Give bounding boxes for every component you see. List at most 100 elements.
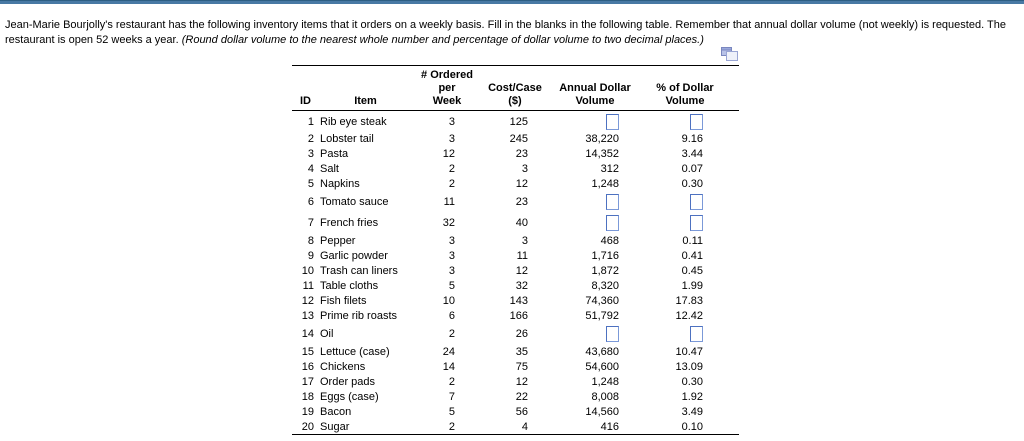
annual-dollar-volume: 1,872 (591, 265, 619, 277)
pct-dollar-volume-cell (647, 324, 739, 345)
annual-dollar-volume: 468 (600, 235, 619, 247)
table-row: 11 Table cloths 5 32 8,320 1.99 (292, 279, 739, 294)
item-name: Prime rib roasts (320, 310, 398, 322)
pct-dollar-volume: 13.09 (675, 361, 703, 373)
header-line-1: # Ordered per (421, 69, 473, 94)
ordered-per-week: 3 (448, 116, 455, 129)
col-header-annual-dollar-volume: Annual Dollar Volume (557, 65, 647, 111)
item-name: Tomato sauce (320, 196, 389, 208)
item-name: Chickens (320, 361, 366, 373)
col-header-pct-dollar-volume: % of Dollar Volume (647, 65, 739, 111)
table-row: 4 Salt 2 3 312 0.07 (292, 162, 739, 177)
header-line-2: Week (432, 95, 462, 107)
pct-dollar-volume-cell (647, 213, 739, 234)
row-id: 6 (307, 196, 314, 208)
row-id: 9 (307, 250, 314, 262)
item-name: Order pads (320, 376, 376, 388)
popout-window-icon[interactable] (721, 47, 738, 62)
ordered-per-week: 3 (448, 265, 455, 277)
row-id: 4 (307, 163, 314, 175)
inventory-table-body: 1 Rib eye steak 3 125 2 Lobster tail 3 245 38,22… (292, 111, 739, 435)
pct-dollar-volume: 1.99 (681, 280, 703, 292)
rounding-note: (Round dollar volume to the nearest whol… (181, 33, 704, 46)
problem-statement: Jean-Marie Bourjolly's restaurant has th… (5, 18, 1018, 47)
ordered-per-week: 2 (448, 328, 455, 340)
pct-volume-input[interactable] (690, 326, 703, 342)
annual-volume-input[interactable] (606, 194, 619, 210)
row-id: 17 (301, 376, 314, 388)
annual-volume-input[interactable] (606, 215, 619, 231)
annual-dollar-volume-cell (557, 324, 647, 345)
item-name: Pepper (320, 235, 356, 247)
ordered-per-week: 2 (448, 163, 455, 175)
col-header-id: ID (292, 65, 314, 111)
cost-per-case: 12 (515, 178, 528, 190)
table-row: 12 Fish filets 10 143 74,360 17.83 (292, 294, 739, 309)
ordered-per-week: 3 (448, 250, 455, 262)
cost-per-case: 12 (515, 376, 528, 388)
cost-per-case: 23 (515, 196, 528, 208)
row-id: 3 (307, 148, 314, 160)
ordered-per-week: 6 (448, 310, 455, 322)
pct-dollar-volume: 0.07 (681, 163, 703, 175)
pct-dollar-volume-cell (647, 111, 739, 132)
item-name: French fries (320, 217, 379, 229)
annual-dollar-volume: 8,320 (591, 280, 619, 292)
row-id: 1 (307, 116, 314, 129)
table-row: 8 Pepper 3 3 468 0.11 (292, 234, 739, 249)
item-name: Garlic powder (320, 250, 388, 262)
cost-per-case: 75 (515, 361, 528, 373)
annual-dollar-volume-cell (557, 111, 647, 132)
row-id: 14 (301, 328, 314, 340)
cost-per-case: 4 (487, 419, 557, 435)
table-row: 13 Prime rib roasts 6 166 51,792 12.42 (292, 309, 739, 324)
cost-per-case: 3 (521, 235, 528, 247)
row-id: 16 (301, 361, 314, 373)
header-line-1: Cost/Case (488, 82, 542, 94)
ordered-per-week: 24 (442, 346, 455, 358)
item-name: Napkins (320, 178, 360, 190)
annual-dollar-volume: 43,680 (585, 346, 619, 358)
annual-dollar-volume: 1,248 (591, 376, 619, 388)
pct-dollar-volume: 0.30 (681, 376, 703, 388)
row-id: 11 (302, 280, 314, 292)
pct-dollar-volume: 12.42 (675, 310, 703, 322)
annual-dollar-volume-cell (557, 213, 647, 234)
ordered-per-week: 12 (442, 148, 455, 160)
item-name: Bacon (320, 406, 352, 418)
pct-dollar-volume: 3.49 (681, 406, 703, 418)
pct-dollar-volume: 0.45 (681, 265, 703, 277)
table-row: 5 Napkins 2 12 1,248 0.30 (292, 177, 739, 192)
cost-per-case: 245 (509, 133, 528, 145)
header-line-2: ($) (508, 95, 522, 107)
cost-per-case: 32 (515, 280, 528, 292)
pct-volume-input[interactable] (690, 194, 703, 210)
inventory-table: ID Item # Ordered per Week Cost/Case ($)… (292, 65, 739, 435)
annual-dollar-volume: 416 (557, 419, 647, 435)
row-id: 13 (301, 310, 314, 322)
annual-volume-input[interactable] (606, 114, 619, 131)
table-row: 10 Trash can liners 3 12 1,872 0.45 (292, 264, 739, 279)
pct-dollar-volume: 3.44 (681, 148, 703, 160)
pct-dollar-volume: 0.30 (681, 178, 703, 190)
table-row: 6 Tomato sauce 11 23 (292, 192, 739, 213)
table-row: 3 Pasta 12 23 14,352 3.44 (292, 147, 739, 162)
annual-volume-input[interactable] (606, 326, 619, 342)
item-name: Table cloths (320, 280, 379, 292)
cost-per-case: 12 (515, 265, 528, 277)
pct-volume-input[interactable] (690, 215, 703, 231)
pct-volume-input[interactable] (690, 114, 703, 131)
ordered-per-week: 2 (448, 376, 455, 388)
pct-dollar-volume: 0.10 (647, 419, 739, 435)
table-row: 7 French fries 32 40 (292, 213, 739, 234)
annual-dollar-volume-cell (557, 192, 647, 213)
col-header-ordered-per-week: # Ordered per Week (417, 65, 487, 111)
row-id: 2 (307, 133, 314, 145)
pct-dollar-volume: 10.47 (675, 346, 703, 358)
col-header-cost-per-case: Cost/Case ($) (487, 65, 557, 111)
item-name: Eggs (case) (320, 391, 379, 403)
ordered-per-week: 14 (442, 361, 455, 373)
item-name: Rib eye steak (320, 116, 387, 129)
pct-dollar-volume: 0.11 (682, 235, 703, 247)
cost-per-case: 166 (509, 310, 528, 322)
